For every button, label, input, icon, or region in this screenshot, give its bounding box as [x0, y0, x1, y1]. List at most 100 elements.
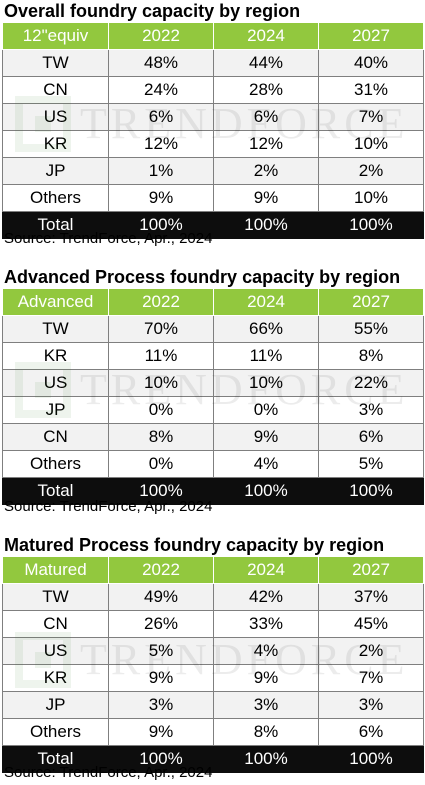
table-row: KR 12% 12% 10%	[2, 130, 424, 158]
value-cell: 66%	[213, 315, 319, 343]
advanced-capacity-section: Advanced Process foundry capacity by reg…	[0, 266, 425, 526]
region-cell: KR	[2, 342, 109, 370]
value-cell: 9%	[108, 718, 214, 746]
value-cell: 9%	[108, 664, 214, 692]
value-cell: 12%	[213, 130, 319, 158]
value-cell: 48%	[108, 49, 214, 77]
value-cell: 8%	[213, 718, 319, 746]
total-row: Total 100% 100% 100%	[2, 477, 424, 505]
table-row: CN 24% 28% 31%	[2, 76, 424, 104]
matured-capacity-table: Matured 2022 2024 2027 TW 49% 42% 37% CN…	[2, 556, 424, 773]
value-cell: 0%	[213, 396, 319, 424]
value-cell: 9%	[213, 423, 319, 451]
overall-capacity-section: Overall foundry capacity by region 12"eq…	[0, 0, 425, 260]
value-cell: 37%	[318, 583, 424, 611]
table-row: US 6% 6% 7%	[2, 103, 424, 131]
table-row: TW 49% 42% 37%	[2, 583, 424, 611]
value-cell: 8%	[318, 342, 424, 370]
value-cell: 8%	[108, 423, 214, 451]
value-cell: 6%	[318, 718, 424, 746]
region-cell: TW	[2, 315, 109, 343]
value-cell: 6%	[108, 103, 214, 131]
region-cell: US	[2, 103, 109, 131]
table-row: Others 9% 8% 6%	[2, 718, 424, 746]
source-note: Source: TrendForce, Apr., 2024	[4, 764, 213, 781]
table-row: Others 0% 4% 5%	[2, 450, 424, 478]
value-cell: 31%	[318, 76, 424, 104]
table-row: KR 11% 11% 8%	[2, 342, 424, 370]
section-title: Matured Process foundry capacity by regi…	[4, 535, 385, 555]
table-row: CN 26% 33% 45%	[2, 610, 424, 638]
header-cell: 2027	[318, 556, 424, 584]
value-cell: 40%	[318, 49, 424, 77]
value-cell: 6%	[213, 103, 319, 131]
value-cell: 24%	[108, 76, 214, 104]
value-cell: 33%	[213, 610, 319, 638]
value-cell: 10%	[318, 184, 424, 212]
total-value: 100%	[108, 745, 214, 773]
total-value: 100%	[318, 477, 424, 505]
section-title: Overall foundry capacity by region	[4, 1, 301, 21]
table-row: Others 9% 9% 10%	[2, 184, 424, 212]
region-cell: KR	[2, 664, 109, 692]
region-cell: KR	[2, 130, 109, 158]
value-cell: 2%	[213, 157, 319, 185]
value-cell: 44%	[213, 49, 319, 77]
value-cell: 3%	[318, 691, 424, 719]
header-cell: Advanced	[2, 288, 109, 316]
value-cell: 2%	[318, 157, 424, 185]
region-cell: TW	[2, 583, 109, 611]
table-row: KR 9% 9% 7%	[2, 664, 424, 692]
value-cell: 10%	[108, 369, 214, 397]
header-cell: 2022	[108, 288, 214, 316]
table-row: JP 1% 2% 2%	[2, 157, 424, 185]
header-cell: 2024	[213, 288, 319, 316]
header-cell: 2027	[318, 22, 424, 50]
source-note: Source: TrendForce, Apr., 2024	[4, 230, 213, 247]
total-row: Total 100% 100% 100%	[2, 745, 424, 773]
region-cell: JP	[2, 691, 109, 719]
value-cell: 9%	[108, 184, 214, 212]
header-cell: 2022	[108, 556, 214, 584]
source-note: Source: TrendForce, Apr., 2024	[4, 498, 213, 515]
region-cell: Others	[2, 718, 109, 746]
total-value: 100%	[108, 477, 214, 505]
region-cell: US	[2, 637, 109, 665]
total-value: 100%	[213, 745, 319, 773]
value-cell: 1%	[108, 157, 214, 185]
total-label: Total	[2, 477, 109, 505]
value-cell: 9%	[213, 184, 319, 212]
header-cell: 12"equiv	[2, 22, 109, 50]
value-cell: 49%	[108, 583, 214, 611]
value-cell: 3%	[213, 691, 319, 719]
header-cell: 2024	[213, 22, 319, 50]
value-cell: 0%	[108, 396, 214, 424]
value-cell: 7%	[318, 103, 424, 131]
total-value: 100%	[318, 211, 424, 239]
value-cell: 5%	[108, 637, 214, 665]
region-cell: JP	[2, 157, 109, 185]
table-row: US 10% 10% 22%	[2, 369, 424, 397]
value-cell: 9%	[213, 664, 319, 692]
overall-capacity-table: 12"equiv 2022 2024 2027 TW 48% 44% 40% C…	[2, 22, 424, 239]
region-cell: CN	[2, 423, 109, 451]
table-header-row: 12"equiv 2022 2024 2027	[2, 22, 424, 50]
region-cell: TW	[2, 49, 109, 77]
total-label: Total	[2, 211, 109, 239]
value-cell: 70%	[108, 315, 214, 343]
header-cell: 2024	[213, 556, 319, 584]
region-cell: Others	[2, 450, 109, 478]
value-cell: 11%	[108, 342, 214, 370]
value-cell: 10%	[318, 130, 424, 158]
total-value: 100%	[213, 211, 319, 239]
header-cell: 2022	[108, 22, 214, 50]
value-cell: 10%	[213, 369, 319, 397]
value-cell: 4%	[213, 450, 319, 478]
table-row: CN 8% 9% 6%	[2, 423, 424, 451]
value-cell: 26%	[108, 610, 214, 638]
region-cell: JP	[2, 396, 109, 424]
header-cell: Matured	[2, 556, 109, 584]
table-row: US 5% 4% 2%	[2, 637, 424, 665]
advanced-capacity-table: Advanced 2022 2024 2027 TW 70% 66% 55% K…	[2, 288, 424, 505]
value-cell: 28%	[213, 76, 319, 104]
